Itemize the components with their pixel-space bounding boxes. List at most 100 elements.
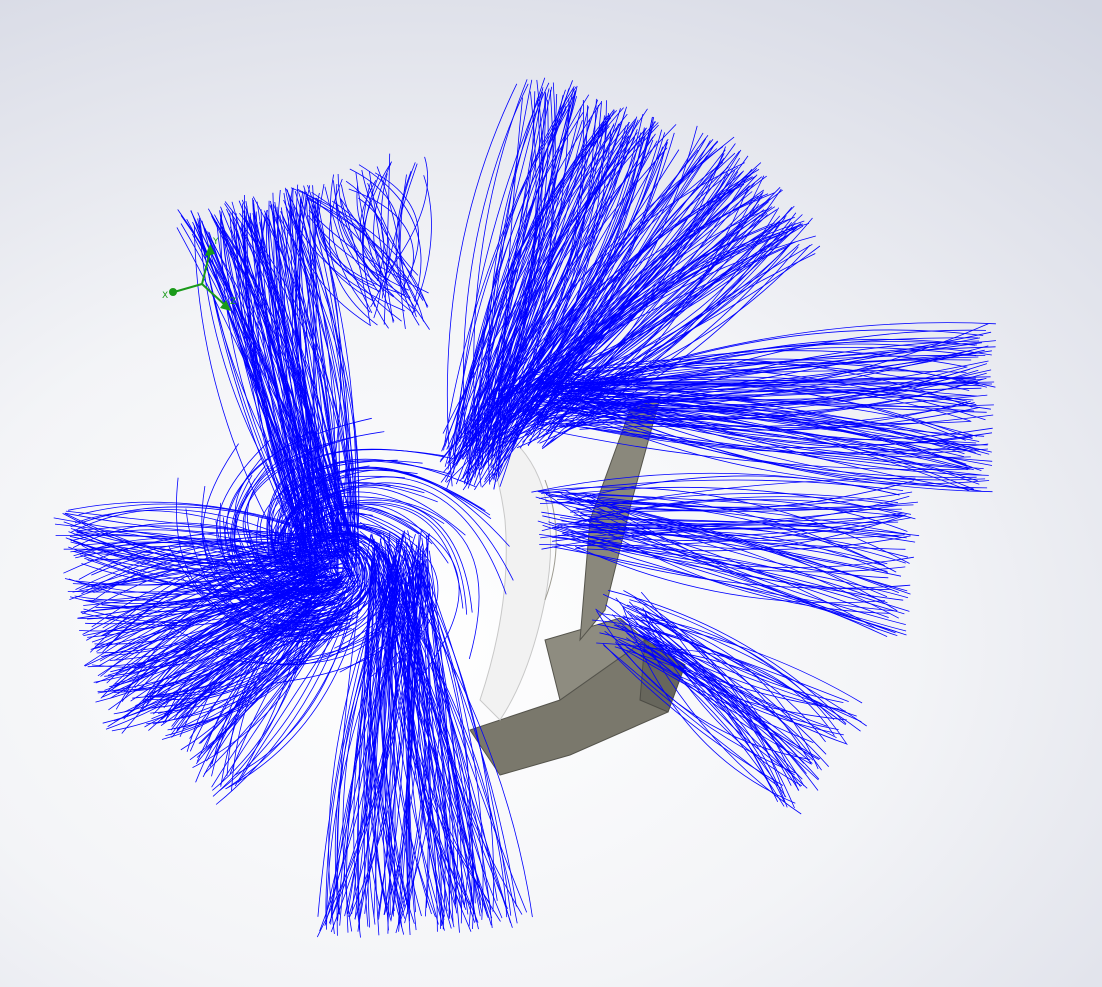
trajectory-line <box>596 610 811 760</box>
trajectory-line <box>421 577 495 912</box>
trajectory-line <box>286 481 425 561</box>
part-lower-block-top-face <box>544 617 646 701</box>
trajectory-line <box>635 628 787 798</box>
trajectory-line <box>276 564 351 596</box>
trajectory-line <box>231 604 321 791</box>
trajectory-line <box>70 529 341 578</box>
trajectory-line <box>268 556 363 618</box>
trajectory-line <box>497 146 724 397</box>
trajectory-line <box>317 532 390 567</box>
trajectory-line <box>311 503 464 609</box>
trajectory-line <box>200 522 352 616</box>
trajectory-line <box>538 486 916 520</box>
trajectory-line <box>99 588 326 662</box>
trajectory-line <box>539 350 968 389</box>
trajectory-line <box>307 215 409 291</box>
trajectory-line <box>91 536 349 576</box>
triad-z-arrow-icon <box>220 300 231 311</box>
trajectory-line <box>287 203 349 565</box>
trajectory-line <box>265 567 349 594</box>
trajectory-line <box>534 427 971 470</box>
trajectory-line <box>311 548 362 609</box>
reference-triad: Y X Z <box>162 237 236 311</box>
trajectory-line <box>286 189 338 570</box>
trajectory-line <box>552 527 907 542</box>
trajectory-line <box>442 121 657 434</box>
trajectory-line <box>335 544 366 605</box>
trajectory-line <box>90 541 325 653</box>
trajectory-line <box>337 173 414 314</box>
trajectory-line <box>526 162 762 410</box>
trajectory-line <box>537 135 709 439</box>
trajectory-line <box>502 149 699 401</box>
trajectory-line <box>202 443 319 618</box>
trajectory-line <box>274 460 451 561</box>
trajectory-line <box>623 615 807 774</box>
trajectory-line <box>428 550 451 918</box>
trajectory-line <box>584 323 989 398</box>
trajectory-line <box>277 503 321 585</box>
trajectory-line <box>627 610 801 787</box>
trajectory-line <box>421 580 473 927</box>
trajectory-line <box>374 172 419 287</box>
trajectory-line <box>309 203 354 546</box>
trajectory-line <box>134 581 308 691</box>
trajectory-line <box>542 401 968 471</box>
trajectory-line <box>210 574 364 623</box>
trajectory-line <box>280 499 318 583</box>
trajectory-line <box>556 505 897 526</box>
trajectory-line <box>504 228 796 395</box>
trajectory-line <box>185 508 351 622</box>
trajectory-line <box>157 621 321 693</box>
trajectory-line <box>291 491 445 546</box>
trajectory-line <box>234 561 373 636</box>
trajectory-line <box>541 528 916 550</box>
trajectory-line <box>387 533 430 934</box>
trajectory-line <box>535 495 910 525</box>
trajectory-line <box>474 105 588 491</box>
trajectory-line <box>613 624 857 717</box>
trajectory-line <box>285 485 391 570</box>
trajectory-line <box>582 329 984 392</box>
trajectory-line <box>635 623 849 702</box>
trajectory-line <box>551 536 910 612</box>
trajectory-line <box>268 459 398 577</box>
trajectory-line <box>324 496 480 660</box>
trajectory-line <box>96 577 327 652</box>
trajectory-line <box>614 641 797 774</box>
trajectory-line <box>310 499 473 613</box>
trajectory-line <box>411 175 432 315</box>
trajectory-line <box>587 498 911 595</box>
flow-trajectories <box>53 77 996 938</box>
trajectory-line <box>491 223 803 431</box>
trajectory-line <box>359 179 391 282</box>
trajectory-line <box>290 476 514 581</box>
trajectory-line <box>489 125 627 438</box>
trajectory-line <box>227 611 354 789</box>
trajectory-line <box>233 465 318 604</box>
trajectory-line <box>87 564 330 638</box>
triad-z-label: Z <box>230 297 236 307</box>
trajectory-line <box>203 578 350 775</box>
trajectory-line <box>440 129 638 461</box>
trajectory-line <box>504 175 767 415</box>
trajectory-line <box>209 608 353 767</box>
trajectory-line <box>552 515 905 552</box>
trajectory-line <box>295 522 324 576</box>
trajectory-line <box>340 198 430 330</box>
trajectory-line <box>211 615 351 788</box>
trajectory-line <box>215 520 347 609</box>
trajectory-line <box>586 545 888 604</box>
trajectory-line <box>615 597 839 730</box>
trajectory-line <box>128 587 335 675</box>
trajectory-line <box>225 628 355 790</box>
trajectory-line <box>95 565 301 647</box>
trajectory-line <box>492 241 796 394</box>
trajectory-line <box>542 524 906 573</box>
trajectory-line <box>452 95 574 455</box>
triad-x-end-icon <box>169 288 177 296</box>
trajectory-line <box>306 199 374 302</box>
trajectory-line <box>539 195 764 400</box>
